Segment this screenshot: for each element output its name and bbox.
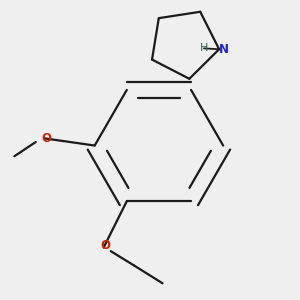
Text: H: H: [200, 44, 208, 53]
Text: O: O: [41, 132, 52, 145]
Text: O: O: [100, 239, 110, 252]
Text: N: N: [219, 43, 229, 56]
